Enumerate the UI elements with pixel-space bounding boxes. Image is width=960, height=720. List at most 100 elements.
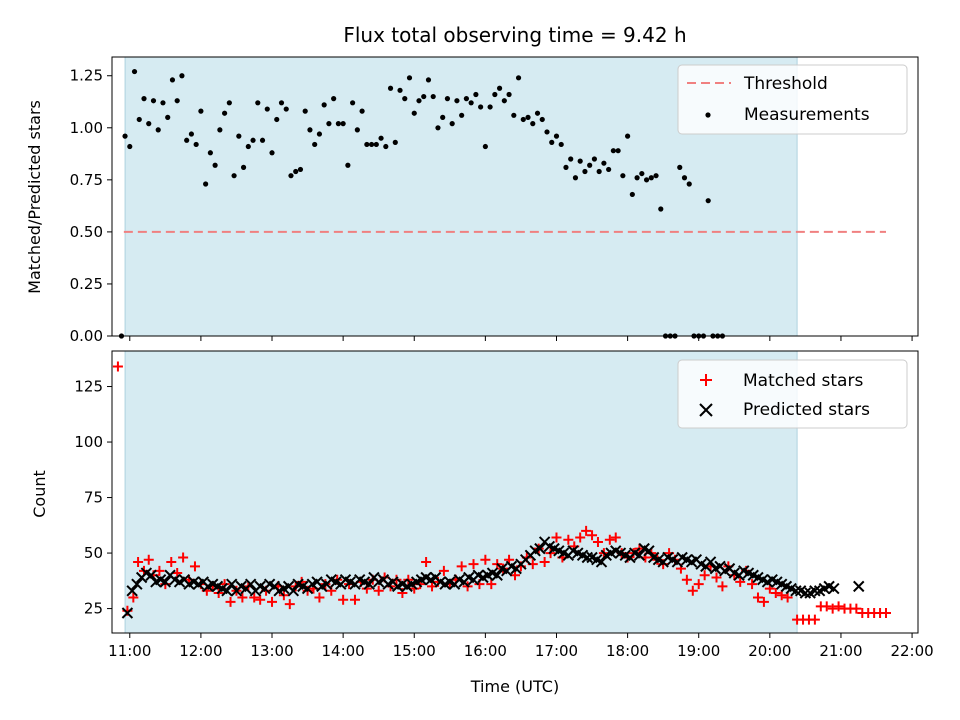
predicted-star-point	[226, 578, 238, 590]
predicted-star-point	[221, 585, 233, 597]
y-tick-label: 50	[84, 544, 103, 562]
x-tick-label: 22:00	[890, 642, 933, 660]
measurement-point	[511, 112, 517, 118]
measurement-point	[530, 121, 536, 127]
matched-star-point	[267, 596, 278, 607]
predicted-star-point	[534, 542, 546, 555]
x-tick-label: 14:00	[322, 642, 365, 660]
measurement-point	[274, 116, 280, 123]
top-panel: 0.00 0.25 0.50 0.75 1.00 1.25 Matched/Predict…	[25, 56, 919, 345]
measurement-point	[312, 141, 318, 148]
bottom-plot-frame	[111, 350, 919, 634]
measurement-point	[387, 85, 394, 91]
measurement-point	[383, 143, 389, 150]
measurement-point	[449, 121, 455, 127]
y-tick-label: 75	[84, 489, 103, 507]
matched-star-point	[809, 614, 820, 625]
measurement-point	[326, 121, 332, 127]
matched-star-point	[735, 576, 746, 587]
measurement-point	[378, 135, 384, 141]
bottom-legend-box	[677, 359, 908, 429]
measurement-point	[373, 141, 379, 148]
matched-star-point	[284, 599, 295, 610]
top-plot-frame	[111, 56, 919, 337]
top-legend: Threshold Measurements	[677, 64, 908, 135]
matched-star-point	[133, 556, 144, 567]
measurement-point	[188, 131, 195, 137]
matched-star-point	[776, 590, 787, 601]
measurement-point	[653, 173, 659, 179]
measurement-point	[563, 164, 569, 170]
x-tick-label: 13:00	[250, 642, 293, 660]
bottom-y-ticks: 25 50 75 100 125	[74, 378, 112, 618]
matched-star-point	[189, 561, 200, 572]
matched-star-point	[456, 561, 467, 572]
matched-star-point	[112, 361, 123, 372]
measurement-point	[435, 125, 441, 131]
predicted-star-point	[799, 587, 812, 599]
measurement-point	[620, 173, 626, 179]
matched-star-point	[747, 579, 758, 590]
measurement-point	[136, 116, 142, 123]
measurement-point	[198, 108, 204, 114]
measurement-point	[459, 112, 465, 118]
matched-star-point	[468, 559, 479, 570]
matched-star-point	[681, 574, 692, 585]
matched-star-point	[821, 601, 832, 612]
measurement-point	[539, 116, 545, 123]
matched-star-point	[563, 534, 574, 545]
measurement-point	[231, 173, 237, 179]
x-tick-label: 17:00	[535, 642, 578, 660]
measurement-point	[501, 98, 507, 104]
matched-star-point	[717, 581, 728, 592]
predicted-star-point	[244, 578, 257, 590]
matched-stars-legend-label: Matched stars	[743, 371, 863, 391]
matched-star-point	[604, 534, 615, 545]
measurement-point	[705, 198, 711, 204]
measurement-point	[582, 168, 588, 175]
x-tick-label: 12:00	[179, 642, 222, 660]
measurement-point	[293, 168, 299, 175]
x-tick-label: 11:00	[108, 642, 151, 660]
matched-star-point	[699, 570, 710, 581]
measurement-point	[473, 91, 479, 98]
matched-star-point	[587, 530, 598, 541]
measurement-point	[354, 127, 360, 133]
measurement-point	[203, 181, 209, 187]
measurement-point	[406, 75, 413, 81]
measurement-point	[487, 104, 493, 110]
measurement-point	[302, 108, 308, 114]
measurement-point	[648, 175, 654, 181]
matched-star-point	[539, 556, 550, 567]
measurement-point	[591, 156, 598, 162]
measurement-point	[184, 137, 190, 143]
measurement-point	[411, 110, 417, 116]
matched-star-point	[225, 596, 236, 607]
measurement-point	[321, 102, 327, 108]
measurement-point	[643, 177, 650, 183]
measurement-point	[278, 100, 285, 106]
matched-star-point	[338, 594, 349, 605]
measurement-point	[193, 141, 199, 148]
measurement-point	[544, 129, 550, 135]
measurement-point	[520, 116, 526, 123]
measurement-point	[525, 114, 531, 120]
measurement-point	[127, 143, 133, 150]
matched-star-point	[255, 594, 266, 605]
measurement-point	[160, 100, 166, 106]
measurement-point	[368, 141, 375, 148]
matched-star-point	[592, 536, 603, 547]
top-legend-box	[677, 64, 908, 135]
y-tick-label: 1.25	[70, 67, 103, 85]
measurements-points	[118, 68, 726, 339]
measurement-point	[482, 143, 488, 150]
bottom-x-axis-label: Time (UTC)	[470, 677, 559, 696]
x-tick-label: 19:00	[677, 642, 720, 660]
bottom-y-axis-label: Count	[30, 470, 49, 518]
measurement-point	[207, 150, 213, 156]
predicted-star-point	[145, 569, 157, 581]
chart-title: Flux total observing time = 9.42 h	[343, 23, 686, 47]
predicted-stars-legend-label: Predicted stars	[743, 400, 870, 420]
x-tick-label: 20:00	[748, 642, 791, 660]
